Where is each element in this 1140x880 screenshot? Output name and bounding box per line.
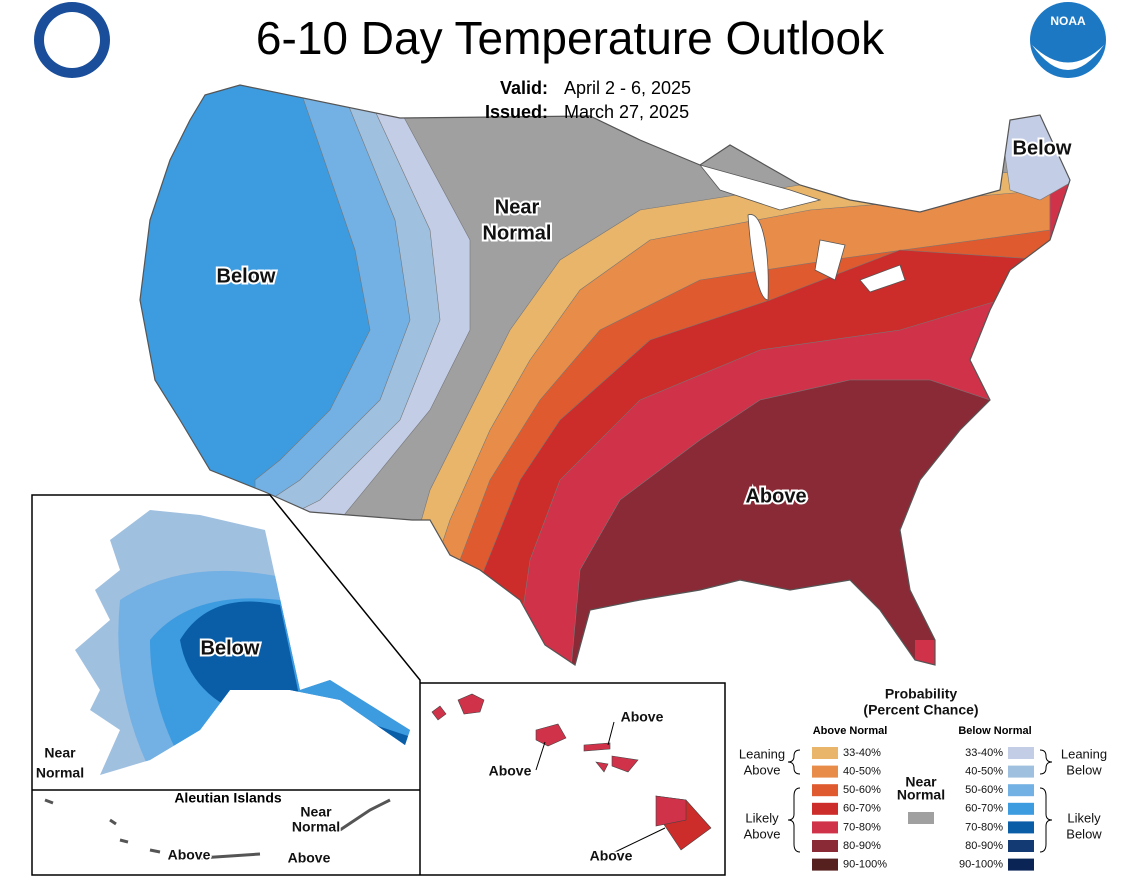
legend-swatch: [812, 747, 838, 759]
island: [457, 693, 485, 715]
map-label: Normal: [36, 765, 84, 781]
legend-group: Leaning: [739, 746, 785, 761]
probability-band: [915, 640, 940, 665]
map-label: Near: [44, 745, 76, 761]
legend-swatch: [1008, 784, 1034, 797]
legend-title: Probability: [885, 686, 958, 702]
legend-label: 80-90%: [843, 840, 881, 852]
map-label: Below: [1013, 137, 1072, 159]
legend-swatch: [812, 784, 838, 797]
island: [595, 761, 609, 773]
legend-swatch: [812, 802, 838, 815]
hawaii-map: [431, 693, 712, 854]
legend-swatch: [812, 840, 838, 852]
map-label: Above: [590, 848, 633, 864]
map-label: Below: [217, 265, 276, 287]
island: [535, 723, 567, 747]
legend-group: Above: [744, 826, 781, 841]
legend-swatch: [1008, 858, 1034, 871]
legend-swatch: [812, 765, 838, 778]
legend-label: 90-100%: [843, 859, 887, 871]
legend-label: 70-80%: [843, 821, 881, 833]
map-label: Above: [745, 485, 806, 507]
legend-label: 33-40%: [843, 747, 881, 759]
legend-group: Likely: [745, 810, 779, 825]
legend-group: Below: [1066, 762, 1102, 777]
great-lakes: [698, 164, 906, 301]
legend-label: 60-70%: [965, 803, 1003, 815]
issued-label: Issued:: [485, 102, 548, 122]
legend-near-normal: Normal: [897, 787, 945, 803]
island: [431, 705, 447, 721]
map-label: Near: [495, 196, 540, 218]
island: [611, 755, 639, 773]
legend-label: 90-100%: [959, 859, 1003, 871]
map-label: Below: [201, 637, 260, 659]
map-label: Above: [489, 763, 532, 779]
legend-header: Above Normal: [813, 725, 888, 737]
legend-label: 50-60%: [843, 784, 881, 796]
map-label: Near: [300, 804, 332, 820]
island: [655, 795, 687, 827]
legend-braces: [787, 749, 1053, 853]
legend-swatch: [908, 812, 934, 824]
legend-label: 70-80%: [965, 821, 1003, 833]
legend-group: Below: [1066, 826, 1102, 841]
legend-group: Above: [744, 762, 781, 777]
legend-label: 33-40%: [965, 747, 1003, 759]
legend-near-normal: Near: [905, 774, 937, 790]
legend-swatch: [1008, 821, 1034, 834]
legend-label: 60-70%: [843, 803, 881, 815]
legend-swatch: [1008, 802, 1034, 815]
legend-swatch: [812, 858, 838, 871]
legend-swatch: [812, 821, 838, 834]
legend-label: 40-50%: [965, 766, 1003, 778]
probability-band: [180, 601, 410, 775]
map-label: Above: [288, 850, 331, 866]
island: [583, 742, 611, 752]
legend-group: Likely: [1067, 810, 1101, 825]
aleutian-title: Aleutian Islands: [174, 790, 282, 806]
title: 6-10 Day Temperature Outlook: [256, 12, 885, 64]
legend-label: 50-60%: [965, 784, 1003, 796]
issued-date: March 27, 2025: [564, 102, 689, 122]
leader-lines: [535, 721, 666, 854]
text-layer: 6-10 Day Temperature Outlook Valid: April …: [34, 12, 1107, 871]
aleutian-islands: [44, 798, 391, 860]
legend-swatch: [1008, 747, 1034, 759]
legend-group: Leaning: [1061, 746, 1107, 761]
map-label: Above: [168, 847, 211, 863]
legend-swatch: [1008, 765, 1034, 778]
valid-date: April 2 - 6, 2025: [564, 78, 691, 98]
legend-header: Below Normal: [958, 725, 1031, 737]
map-label: Above: [621, 709, 664, 725]
legend-label: 80-90%: [965, 840, 1003, 852]
inset-frames: [31, 494, 726, 876]
valid-label: Valid:: [500, 78, 548, 98]
map-label: Normal: [292, 819, 340, 835]
legend-label: 40-50%: [843, 766, 881, 778]
map-label: Normal: [483, 222, 552, 244]
legend-swatch: [1008, 840, 1034, 852]
legend-title: (Percent Chance): [863, 702, 978, 718]
logo-text: NOAA: [1050, 14, 1086, 28]
